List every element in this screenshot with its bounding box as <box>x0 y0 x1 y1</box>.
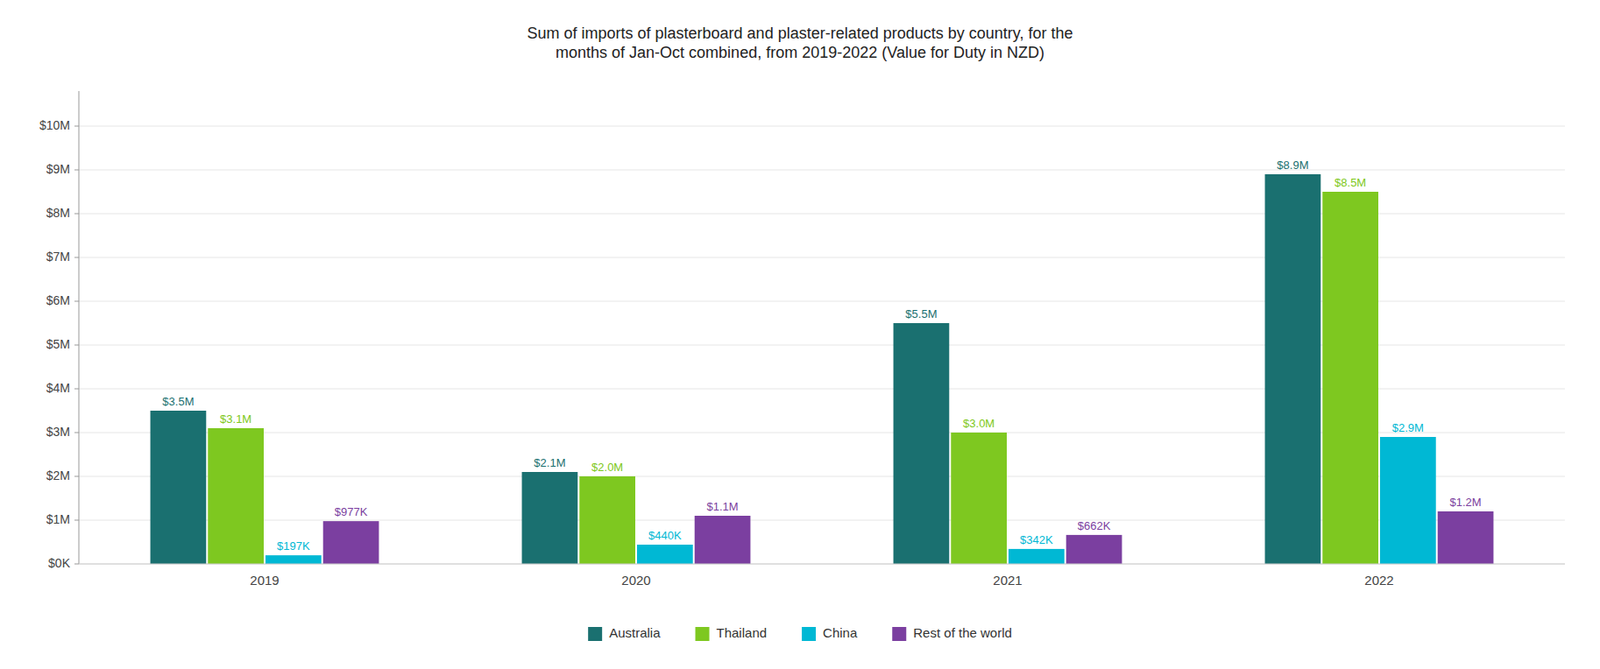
y-tick-label: $4M <box>46 381 71 396</box>
y-tick <box>74 389 79 390</box>
data-label: $2.0M <box>591 460 624 475</box>
data-label: $2.1M <box>533 456 566 470</box>
bar <box>637 545 694 565</box>
bar <box>1437 511 1494 565</box>
y-tick <box>74 476 79 478</box>
chart-container: Sum of imports of plasterboard and plast… <box>0 0 1600 669</box>
legend-label: Thailand <box>716 625 768 641</box>
y-tick <box>74 257 79 259</box>
y-tick <box>74 520 79 522</box>
y-tick <box>74 564 79 566</box>
bars <box>150 174 1494 565</box>
bar <box>1265 174 1322 565</box>
y-tick-label: $2M <box>46 468 71 483</box>
x-tick-label: 2021 <box>992 573 1022 588</box>
x-axis-line <box>78 564 1565 566</box>
data-label: $8.5M <box>1334 176 1367 190</box>
grid <box>78 126 1565 565</box>
y-tick-label: $0K <box>48 556 71 571</box>
y-tick-label: $5M <box>46 337 71 352</box>
legend-label: China <box>822 625 858 641</box>
bar <box>522 472 579 565</box>
chart-title-line: Sum of imports of plasterboard and plast… <box>527 24 1074 43</box>
grid-line <box>78 169 1565 171</box>
bar <box>1066 535 1123 565</box>
data-label: $197K <box>276 539 311 553</box>
legend-label: Rest of the world <box>913 625 1013 641</box>
y-axis-line <box>78 91 80 565</box>
chart-title: Sum of imports of plasterboard and plast… <box>527 24 1074 62</box>
y-tick-label: $3M <box>46 424 71 439</box>
bar <box>1322 191 1379 565</box>
y-tick-label: $1M <box>46 512 71 527</box>
bar <box>694 516 751 565</box>
bar <box>950 432 1007 565</box>
data-label: $3.5M <box>162 395 194 409</box>
y-tick <box>74 213 79 215</box>
legend-swatch <box>801 627 816 642</box>
legend-item: Rest of the world <box>892 625 1013 642</box>
x-tick-label: 2019 <box>249 573 279 588</box>
legend-swatch <box>892 627 907 642</box>
y-tick <box>74 169 79 171</box>
data-label: $3.0M <box>962 417 995 431</box>
chart-svg: Sum of imports of plasterboard and plast… <box>0 0 1600 669</box>
page: {"chart_data": { "type": "bar", "title":… <box>0 0 1600 669</box>
bar <box>579 476 636 565</box>
y-tick <box>74 126 79 128</box>
data-label: $440K <box>648 529 682 543</box>
y-tick-label: $10M <box>39 118 71 133</box>
data-label: $2.9M <box>1392 421 1424 435</box>
legend-item: Thailand <box>695 625 768 642</box>
y-tick <box>74 345 79 347</box>
y-tick <box>74 432 79 434</box>
bar <box>1380 437 1437 565</box>
legend-swatch <box>695 627 710 642</box>
data-label: $977K <box>334 505 369 519</box>
data-label: $662K <box>1077 519 1112 533</box>
bar <box>893 323 950 565</box>
grid-line <box>78 564 1565 566</box>
data-label: $342K <box>1019 533 1054 547</box>
bar <box>265 555 322 565</box>
y-tick-label: $7M <box>46 249 71 264</box>
bar <box>1008 549 1065 565</box>
data-label: $5.5M <box>905 307 937 321</box>
grid-line <box>78 126 1565 128</box>
bar <box>323 521 380 565</box>
legend-label: Australia <box>608 625 661 641</box>
legend: Australia Thailand China Rest of the world <box>587 625 1013 642</box>
legend-item: Australia <box>587 625 661 642</box>
data-labels: $3.5M $2.1M $5.5M $8.9M $3.1M $2.0M $3.0M $8.5M… <box>162 158 1481 553</box>
chart-title-line: months of Jan-Oct combined, from 2019-20… <box>555 43 1045 62</box>
y-axis: $0K $1M $2M $3M $4M $5M $6M $7M $8M $9M $10M <box>39 91 79 571</box>
y-tick-label: $9M <box>46 162 71 177</box>
legend-item: China <box>801 625 858 642</box>
y-tick-label: $8M <box>46 205 71 220</box>
x-tick-label: 2022 <box>1364 573 1394 588</box>
data-label: $1.2M <box>1450 495 1482 510</box>
bar <box>207 428 264 565</box>
legend-swatch <box>587 627 602 642</box>
y-tick-label: $6M <box>46 293 71 308</box>
x-axis: 2019 2020 2021 2022 <box>78 564 1565 588</box>
x-tick-label: 2020 <box>621 573 651 588</box>
data-label: $8.9M <box>1276 158 1309 172</box>
bar <box>150 410 207 565</box>
data-label: $3.1M <box>219 412 252 426</box>
data-label: $1.1M <box>707 500 739 514</box>
y-tick <box>74 301 79 303</box>
